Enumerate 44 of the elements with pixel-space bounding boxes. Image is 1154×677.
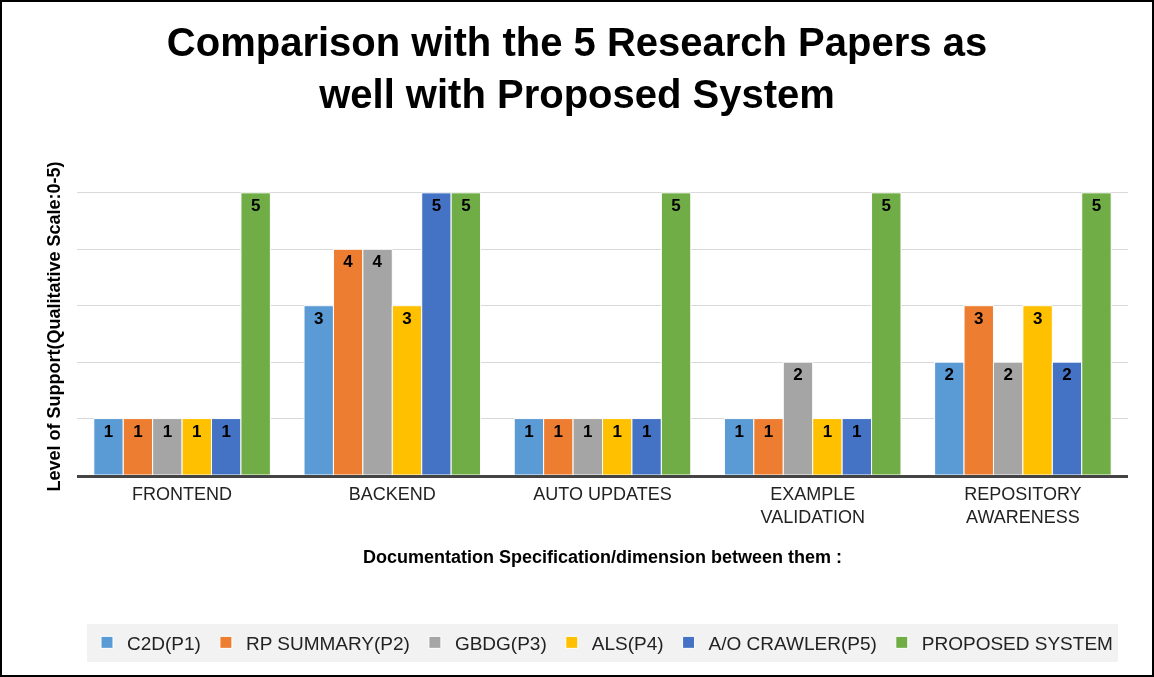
legend-label: A/O CRAWLER(P5)	[708, 632, 877, 654]
legend-label: RP SUMMARY(P2)	[245, 632, 410, 654]
data-label: 1	[133, 421, 143, 441]
data-label: 1	[852, 421, 862, 441]
data-label: 1	[103, 421, 114, 441]
data-label: 5	[461, 195, 471, 215]
data-label: 4	[343, 252, 354, 272]
data-label: 5	[1091, 195, 1102, 215]
data-label: 4	[372, 252, 383, 272]
legend-label: C2D(P1)	[127, 632, 201, 654]
data-label: 5	[431, 195, 442, 215]
legend-label: ALS(P4)	[591, 632, 664, 654]
data-label: 1	[822, 421, 833, 441]
x-tick-label: AUTO UPDATES	[533, 483, 672, 504]
data-label: 3	[974, 308, 984, 328]
data-label: 2	[1003, 365, 1013, 385]
data-label: 1	[763, 421, 774, 441]
data-label: 1	[553, 421, 564, 441]
data-label: 2	[1062, 365, 1072, 385]
data-label: 1	[524, 421, 534, 441]
x-tick-label: BACKEND	[348, 483, 436, 504]
data-label: 1	[192, 421, 202, 441]
legend-label: PROPOSED SYSTEM	[921, 632, 1113, 654]
y-axis-title: Level of Support(Qualitative Scale:0-5)	[44, 161, 65, 492]
data-label: 2	[944, 365, 955, 385]
data-label: 2	[793, 365, 803, 385]
data-label: 1	[641, 421, 652, 441]
legend-label: GBDG(P3)	[454, 632, 547, 654]
data-label: 1	[162, 421, 173, 441]
data-label: 3	[1032, 308, 1043, 328]
data-label: 3	[314, 308, 324, 328]
data-label: 1	[583, 421, 593, 441]
x-tick-label: REPOSITORY AWARENESS	[964, 483, 1082, 527]
data-label: 1	[221, 421, 231, 441]
x-tick-label: EXAMPLE VALIDATION	[760, 483, 865, 527]
x-tick-label: FRONTEND	[132, 483, 233, 504]
chart-title: Comparison with the 5 Research Papers as well with Proposed System	[166, 19, 988, 116]
data-label: 1	[612, 421, 622, 441]
data-label: 1	[734, 421, 744, 441]
data-label: 5	[250, 195, 261, 215]
data-label: 5	[881, 195, 891, 215]
x-axis-title: Documentation Specification/dimension between them :	[362, 547, 843, 568]
data-label: 3	[402, 308, 412, 328]
data-label: 5	[671, 195, 681, 215]
